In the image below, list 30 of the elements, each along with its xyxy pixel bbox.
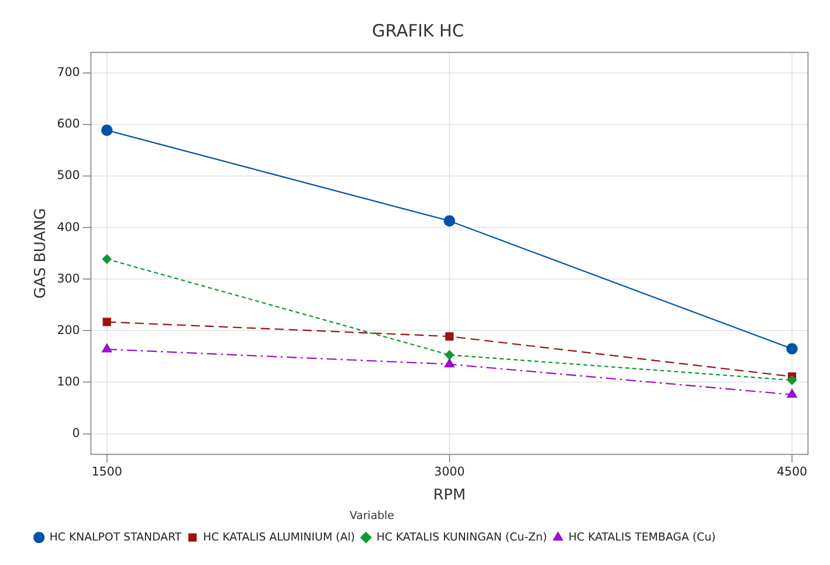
x-tick-label: 4500 bbox=[776, 464, 808, 479]
point bbox=[102, 318, 112, 326]
y-tick-label: 300 bbox=[57, 271, 80, 286]
y-tick-label: 200 bbox=[57, 322, 80, 337]
y-tick-label: 400 bbox=[57, 220, 80, 234]
point bbox=[444, 358, 454, 368]
point bbox=[444, 215, 456, 227]
point bbox=[102, 254, 112, 264]
legend-title: Variable bbox=[350, 509, 394, 522]
point bbox=[101, 124, 113, 136]
x-tick-label: 1500 bbox=[92, 464, 122, 479]
point bbox=[444, 350, 454, 360]
point bbox=[787, 388, 797, 398]
y-axis-title: GAS BUANG bbox=[30, 208, 49, 299]
point bbox=[786, 343, 798, 354]
x-axis-title: RPM bbox=[433, 486, 466, 504]
y-tick-label: 0 bbox=[72, 426, 80, 440]
chart-title: GRAFIK HC bbox=[372, 22, 464, 42]
x-tick-label: 3000 bbox=[434, 464, 465, 479]
point bbox=[102, 344, 112, 352]
legend-label: HC KATALIS TEMBAGA (Cu) bbox=[568, 530, 716, 544]
y-tick-label: 700 bbox=[57, 65, 80, 80]
point bbox=[787, 376, 797, 385]
legend-label: HC KNALPOT STANDART bbox=[50, 530, 182, 544]
point bbox=[445, 332, 454, 341]
y-tick-label: 500 bbox=[57, 168, 80, 182]
legend-label: HC KATALIS ALUMINIUM (Al) bbox=[203, 530, 355, 544]
y-tick-label: 100 bbox=[57, 374, 80, 388]
legend-label: HC KATALIS KUNINGAN (Cu-Zn) bbox=[376, 530, 548, 544]
y-tick-label: 600 bbox=[57, 116, 80, 131]
